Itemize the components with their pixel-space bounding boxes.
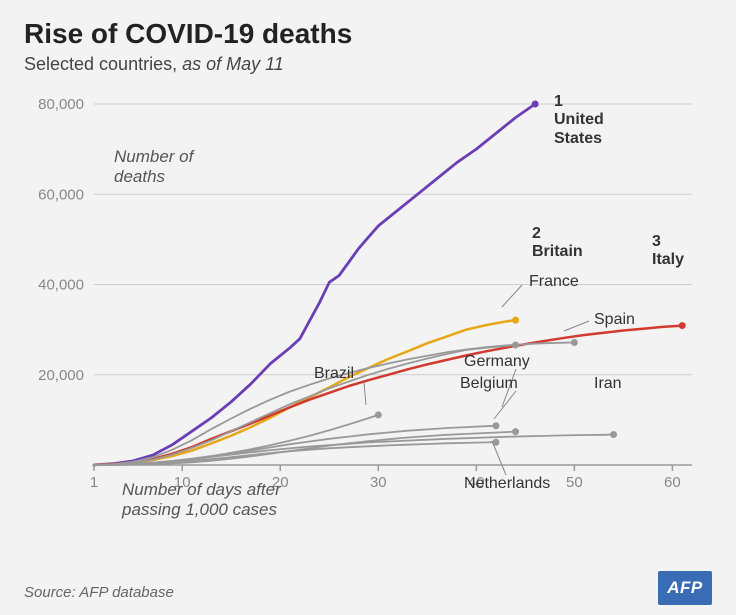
subtitle-asof: as of May 11: [182, 54, 284, 74]
svg-text:60,000: 60,000: [38, 186, 84, 203]
label-netherlands: Netherlands: [464, 475, 550, 493]
label-brazil: Brazil: [314, 365, 354, 383]
x-axis-label: Number of days afterpassing 1,000 cases: [122, 480, 281, 521]
label-germany: Germany: [464, 353, 530, 371]
series-end-spain: [571, 339, 578, 346]
svg-text:40,000: 40,000: [38, 277, 84, 294]
label-britain: 2Britain: [532, 225, 583, 262]
label-italy: 3Italy: [652, 233, 684, 270]
chart-subtitle: Selected countries, as of May 11: [24, 54, 712, 75]
svg-text:60: 60: [664, 474, 681, 491]
chart-title: Rise of COVID-19 deaths: [24, 18, 712, 50]
subtitle-prefix: Selected countries,: [24, 54, 182, 74]
label-belgium: Belgium: [460, 375, 518, 393]
series-end-brazil: [375, 411, 382, 418]
svg-text:80,000: 80,000: [38, 96, 84, 113]
label-france: France: [529, 273, 579, 291]
label-spain: Spain: [594, 311, 635, 329]
chart-area: 20,00040,00060,00080,0001102030405060 Nu…: [24, 85, 712, 525]
series-end-iran: [610, 431, 617, 438]
svg-text:1: 1: [90, 474, 98, 491]
series-end-italy: [679, 322, 686, 329]
series-end-britain: [512, 317, 519, 324]
y-axis-label: Number ofdeaths: [114, 147, 193, 188]
source-text: Source: AFP database: [24, 584, 174, 601]
svg-text:30: 30: [370, 474, 387, 491]
afp-logo: AFP: [658, 571, 712, 605]
series-end-united-states: [532, 101, 539, 108]
label-us: 1UnitedStates: [554, 93, 604, 148]
label-iran: Iran: [594, 375, 622, 393]
svg-text:50: 50: [566, 474, 583, 491]
svg-text:20,000: 20,000: [38, 367, 84, 384]
series-end-belgium: [492, 422, 499, 429]
series-end-germany: [512, 428, 519, 435]
